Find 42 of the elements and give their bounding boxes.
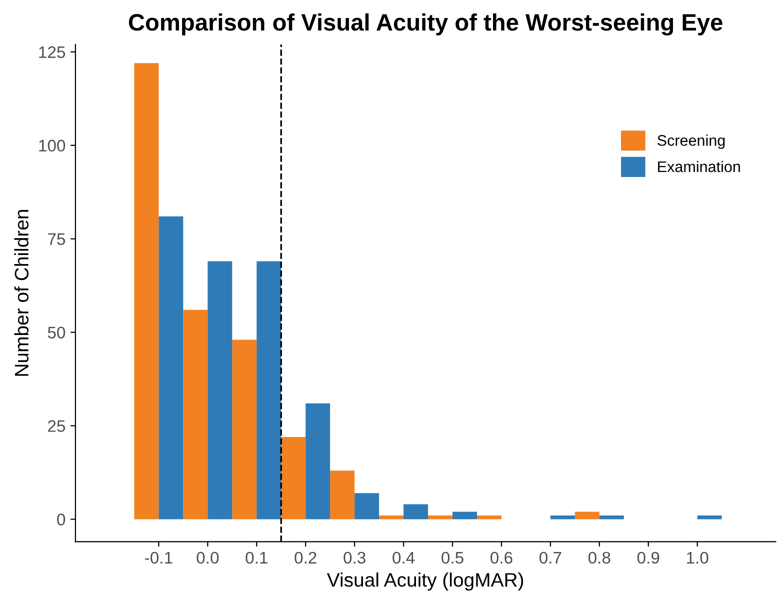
bar	[158, 216, 184, 520]
bar	[574, 512, 600, 520]
bar	[281, 436, 306, 520]
x-tick-label: 1.0	[687, 552, 708, 564]
bar	[379, 516, 404, 520]
legend-label: Screening	[658, 134, 725, 149]
legend-label: Examination	[658, 160, 740, 172]
bar	[697, 516, 722, 520]
bar	[599, 516, 624, 520]
bar	[476, 516, 502, 520]
bar	[306, 403, 330, 520]
bar	[452, 512, 477, 520]
x-tick-label: 0.0	[196, 552, 219, 564]
y-tick-label: 50	[48, 326, 66, 338]
x-axis-title: Visual Acuity (logMAR)	[326, 572, 524, 591]
bar	[354, 493, 380, 520]
bar	[256, 261, 282, 520]
x-tick-label: 0.4	[392, 552, 415, 564]
bar	[428, 516, 452, 520]
bar	[330, 470, 355, 520]
bar	[232, 340, 257, 520]
bar	[134, 63, 159, 520]
x-tick-label: 0.9	[637, 552, 660, 564]
y-tick-label: 75	[48, 233, 66, 246]
y-tick-label: 100	[39, 140, 66, 152]
y-tick-label: 25	[48, 420, 66, 432]
y-tick-label: 125	[39, 46, 66, 58]
bar	[404, 504, 428, 520]
x-tick-label: 0.6	[490, 552, 512, 564]
x-tick-label: 0.7	[539, 552, 562, 564]
x-tick-label: 0.2	[294, 552, 316, 564]
bar	[550, 516, 575, 520]
chart-title: Comparison of Visual Acuity of the Worst-seeing Eye	[128, 13, 722, 36]
x-tick-label: 0.5	[442, 552, 464, 564]
x-tick-label: 0.3	[344, 552, 366, 564]
bar	[208, 261, 232, 520]
x-tick-label: -0.1	[145, 552, 172, 564]
bar	[183, 310, 208, 520]
x-tick-label: 0.8	[588, 552, 610, 564]
y-axis-title: Number of Children	[14, 210, 29, 376]
y-tick-label: 0	[57, 514, 66, 526]
x-tick-label: 0.1	[246, 552, 268, 564]
